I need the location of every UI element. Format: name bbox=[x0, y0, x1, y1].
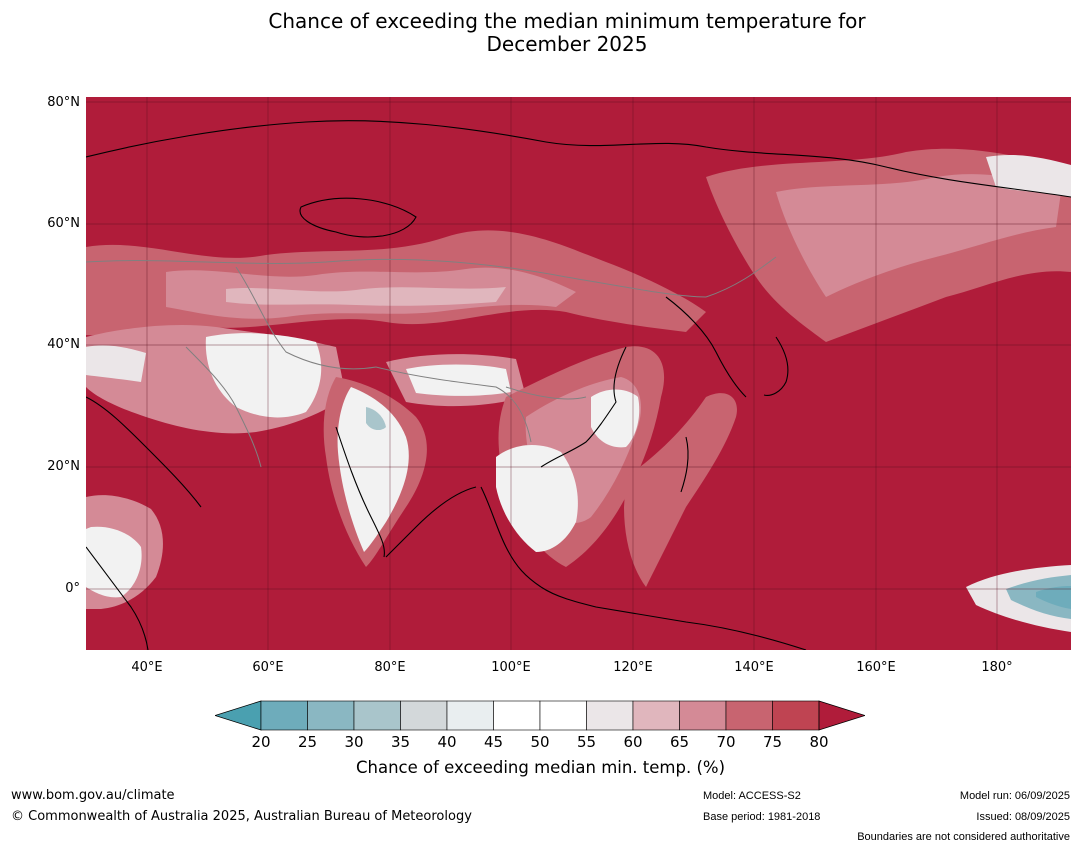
map-area[interactable] bbox=[86, 97, 1071, 650]
colorbar-segment bbox=[539, 700, 587, 731]
lon-label-160e: 160°E bbox=[856, 660, 896, 675]
lat-label-80n: 80°N bbox=[47, 95, 80, 110]
title-line-2: December 2025 bbox=[486, 32, 648, 56]
colorbar-segment bbox=[772, 700, 820, 731]
colorbar bbox=[215, 700, 865, 731]
east-china-white-region bbox=[591, 389, 640, 448]
colorbar-segment bbox=[353, 700, 401, 731]
colorbar-tick-label: 60 bbox=[623, 733, 643, 751]
colorbar-tick-label: 40 bbox=[437, 733, 457, 751]
colorbar-segment bbox=[400, 700, 448, 731]
far-east-light-patch bbox=[986, 154, 1071, 197]
indochina-white-region bbox=[496, 445, 578, 552]
colorbar-segment bbox=[493, 700, 541, 731]
east-africa-white-region bbox=[86, 526, 142, 598]
colorbar-tick-label: 75 bbox=[762, 733, 783, 751]
far-east-mid-band bbox=[776, 174, 1061, 297]
copyright-text: © Commonwealth of Australia 2025, Austra… bbox=[11, 809, 472, 824]
website-link[interactable]: www.bom.gov.au/climate bbox=[11, 788, 175, 803]
central-asia-light-band bbox=[226, 287, 506, 306]
india-cool-patch bbox=[366, 407, 386, 431]
title-line-1: Chance of exceeding the median minimum t… bbox=[268, 9, 866, 33]
lon-label-120e: 120°E bbox=[613, 660, 653, 675]
forecast-map bbox=[86, 97, 1071, 650]
colorbar-segment bbox=[307, 700, 355, 731]
colorbar-tick-label: 20 bbox=[251, 733, 271, 751]
colorbar-tick-label: 55 bbox=[576, 733, 597, 751]
model-name: Model: ACCESS-S2 bbox=[703, 790, 801, 802]
lon-label-40e: 40°E bbox=[131, 660, 163, 675]
tibet-white-patch bbox=[406, 364, 511, 396]
colorbar-segment bbox=[586, 700, 634, 731]
colorbar-tick-label: 80 bbox=[809, 733, 829, 751]
colorbar-segment bbox=[446, 700, 494, 731]
arabia-light-region bbox=[86, 345, 146, 382]
colorbar-max-arrow bbox=[818, 700, 865, 731]
colorbar-tick-label: 30 bbox=[344, 733, 364, 751]
colorbar-segment bbox=[632, 700, 680, 731]
colorbar-min-arrow bbox=[215, 700, 262, 731]
colorbar-tick-label: 45 bbox=[483, 733, 504, 751]
colorbar-tick-label: 50 bbox=[530, 733, 550, 751]
lon-label-100e: 100°E bbox=[491, 660, 531, 675]
colorbar-segment bbox=[260, 700, 308, 731]
lon-label-60e: 60°E bbox=[252, 660, 284, 675]
boundaries-disclaimer: Boundaries are not considered authoritat… bbox=[857, 831, 1070, 843]
colorbar-segment bbox=[679, 700, 727, 731]
lat-label-0: 0° bbox=[65, 581, 80, 596]
pacific-deep-cool-core bbox=[1036, 586, 1071, 609]
west-pacific-warm-band bbox=[624, 393, 737, 587]
country-borders bbox=[86, 256, 777, 468]
lat-label-20n: 20°N bbox=[47, 459, 80, 474]
colorbar-tick-label: 65 bbox=[669, 733, 690, 751]
lat-label-60n: 60°N bbox=[47, 216, 80, 231]
colorbar-tick-label: 35 bbox=[390, 733, 411, 751]
map-title: Chance of exceeding the median minimum t… bbox=[0, 10, 1081, 56]
colorbar-label: Chance of exceeding median min. temp. (%… bbox=[355, 758, 726, 777]
issued-date: Issued: 08/09/2025 bbox=[976, 811, 1070, 823]
colorbar-segment bbox=[725, 700, 773, 731]
iran-white-region bbox=[205, 333, 322, 418]
india-neutral-region bbox=[337, 387, 409, 552]
colorbar-tick-label: 25 bbox=[297, 733, 318, 751]
graticule bbox=[86, 97, 1071, 650]
coastlines bbox=[86, 120, 1071, 650]
lon-label-140e: 140°E bbox=[734, 660, 774, 675]
lon-label-80e: 80°E bbox=[374, 660, 406, 675]
colorbar-tick-label: 70 bbox=[716, 733, 736, 751]
lat-label-40n: 40°N bbox=[47, 337, 80, 352]
lon-label-180: 180° bbox=[981, 660, 1013, 675]
base-period: Base period: 1981-2018 bbox=[703, 811, 821, 823]
model-run-date: Model run: 06/09/2025 bbox=[959, 790, 1070, 802]
